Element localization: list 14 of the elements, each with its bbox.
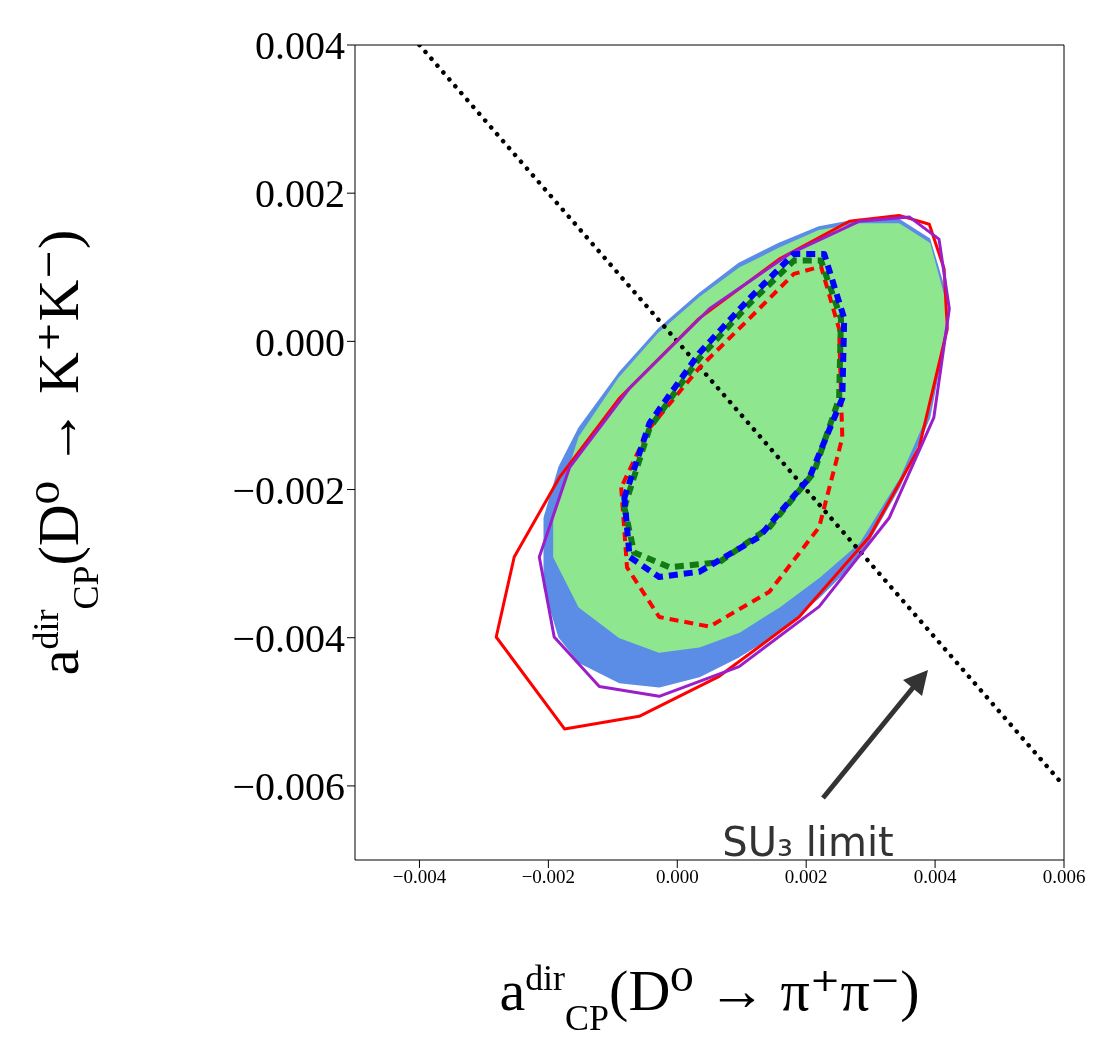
x-tick-label: 0.000 bbox=[655, 866, 699, 888]
y-tick-label: −0.006 bbox=[232, 764, 345, 810]
x-tick-label: 0.004 bbox=[913, 866, 957, 888]
y-tick-label: 0.000 bbox=[255, 319, 345, 365]
x-tick-label: −0.002 bbox=[521, 866, 576, 888]
y-tick-label: 0.002 bbox=[255, 171, 345, 217]
y-tick-label: −0.004 bbox=[232, 615, 345, 661]
y-tick-label: 0.004 bbox=[255, 23, 345, 69]
x-axis-title: a$^{dir}$$_{CP}$(D⁰ → π⁺π⁻) bbox=[499, 958, 920, 1038]
y-tick-label: −0.002 bbox=[232, 467, 345, 513]
x-tick-label: 0.006 bbox=[1042, 866, 1086, 888]
x-tick-label: −0.004 bbox=[392, 866, 447, 888]
annotation: SU₃ limit bbox=[722, 819, 894, 865]
x-tick-label: 0.002 bbox=[784, 866, 828, 888]
